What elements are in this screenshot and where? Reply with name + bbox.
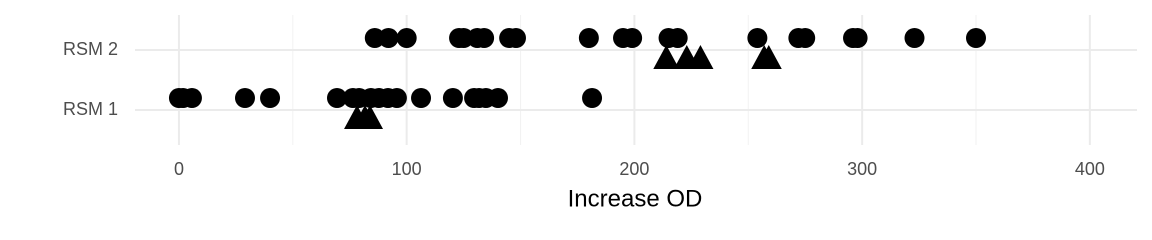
y-tick-label: RSM 1	[63, 99, 118, 119]
point	[965, 28, 986, 48]
triangle-point	[357, 105, 384, 129]
y-tick-label: RSM 2	[63, 39, 118, 59]
point	[453, 28, 474, 48]
point	[326, 88, 347, 108]
point	[396, 28, 417, 48]
point	[234, 88, 255, 108]
point	[582, 88, 603, 108]
point	[474, 28, 495, 48]
point	[378, 28, 399, 48]
point	[847, 28, 868, 48]
point	[411, 88, 432, 108]
point	[795, 28, 816, 48]
point	[442, 88, 463, 108]
x-tick-label: 200	[619, 159, 649, 179]
x-tick-label: 300	[847, 159, 877, 179]
triangle-point	[755, 45, 782, 69]
x-axis-label: Increase OD	[568, 185, 703, 212]
point	[505, 28, 526, 48]
point	[181, 88, 202, 108]
point	[904, 28, 925, 48]
point	[622, 28, 643, 48]
x-tick-label: 0	[174, 159, 184, 179]
point	[364, 28, 385, 48]
point	[747, 28, 768, 48]
triangle-point	[687, 45, 714, 69]
chart: Increase OD 0 100 200 300 400 RSM 1 RSM 2	[63, 15, 1137, 212]
x-tick-label: 100	[392, 159, 422, 179]
point	[260, 88, 281, 108]
point	[667, 28, 688, 48]
point	[487, 88, 508, 108]
triangle-point	[653, 45, 680, 69]
point	[386, 88, 407, 108]
x-tick-label: 400	[1075, 159, 1105, 179]
point	[578, 28, 599, 48]
